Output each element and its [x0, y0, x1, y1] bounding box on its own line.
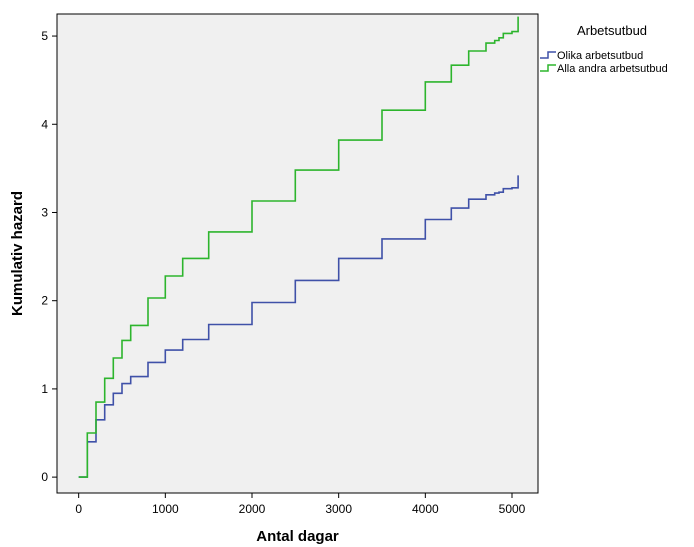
- legend-symbol: [540, 64, 556, 72]
- legend-label: Olika arbetsutbud: [557, 50, 643, 62]
- y-tick-label: 1: [41, 382, 48, 396]
- series-line-alla-andra-arbetsutbud: [78, 16, 519, 478]
- x-tick-label: 3000: [325, 502, 352, 516]
- x-tick-label: 2000: [239, 502, 266, 516]
- legend-item-alla-andra-arbetsutbud: Alla andra arbetsutbud: [540, 63, 668, 75]
- series-lines: [78, 16, 519, 478]
- y-tick-label: 4: [41, 117, 48, 131]
- series-line-olika-arbetsutbud: [78, 175, 519, 478]
- legend: Arbetsutbud Olika arbetsutbud Alla andra…: [540, 23, 668, 75]
- y-tick-label: 0: [41, 470, 48, 484]
- y-tick-label: 2: [41, 294, 48, 308]
- plot-border: [56, 13, 539, 494]
- y-axis-title: Kumulativ hazard: [9, 191, 26, 316]
- x-axis-title: Antal dagar: [256, 528, 339, 545]
- legend-title: Arbetsutbud: [577, 23, 647, 38]
- axes: 0 1000 2000 3000 4000 5000 0 1 2 3 4 5: [41, 13, 539, 516]
- x-tick-label: 0: [75, 502, 82, 516]
- plot-area: [57, 14, 538, 493]
- x-tick-label: 4000: [412, 502, 439, 516]
- y-tick-label: 3: [41, 205, 48, 219]
- legend-item-olika-arbetsutbud: Olika arbetsutbud: [540, 50, 643, 62]
- y-tick-label: 5: [41, 29, 48, 43]
- x-tick-label: 1000: [152, 502, 179, 516]
- legend-label: Alla andra arbetsutbud: [557, 63, 668, 75]
- x-tick-label: 5000: [499, 502, 526, 516]
- legend-symbol: [540, 51, 556, 59]
